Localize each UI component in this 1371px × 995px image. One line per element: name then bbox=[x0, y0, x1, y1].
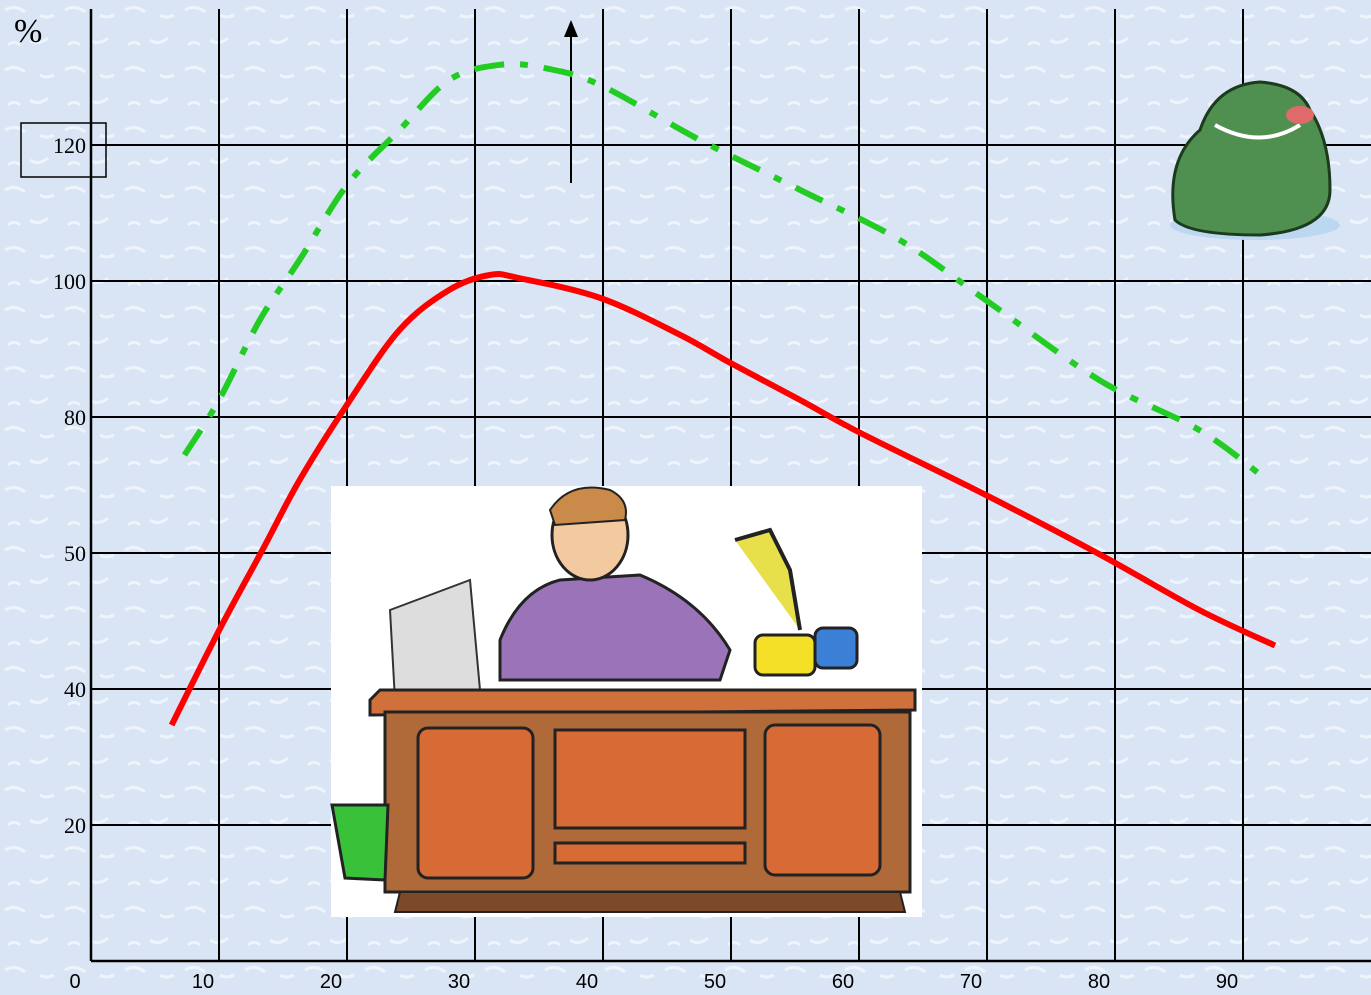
chart: 20 40 50 80 100 120 0 10 20 30 40 50 60 70 80 90 % bbox=[0, 0, 1371, 995]
y-tick-label: 50 bbox=[64, 541, 86, 566]
y-tick-label: 100 bbox=[53, 269, 86, 294]
y-axis-label: % bbox=[14, 13, 42, 50]
x-tick-label: 80 bbox=[1088, 971, 1110, 993]
x-tick-label: 70 bbox=[960, 971, 982, 993]
y-tick-label: 80 bbox=[64, 405, 86, 430]
page: {"chart_data": {"type": "line", "y_label… bbox=[0, 0, 1371, 995]
x-tick-label: 60 bbox=[832, 971, 854, 993]
x-tick-label: 40 bbox=[576, 971, 598, 993]
x-tick-label: 10 bbox=[192, 971, 214, 993]
x-tick-label: 90 bbox=[1216, 971, 1238, 993]
desk-illustration bbox=[331, 486, 922, 917]
x-tick-label: 20 bbox=[320, 971, 342, 993]
y-tick-label: 20 bbox=[64, 813, 86, 838]
x-tick-label: 30 bbox=[448, 971, 470, 993]
y-tick-label: 40 bbox=[64, 677, 86, 702]
y-tick-label: 120 bbox=[53, 133, 86, 158]
x-tick-label: 0 bbox=[69, 971, 80, 993]
x-tick-label: 50 bbox=[704, 971, 726, 993]
